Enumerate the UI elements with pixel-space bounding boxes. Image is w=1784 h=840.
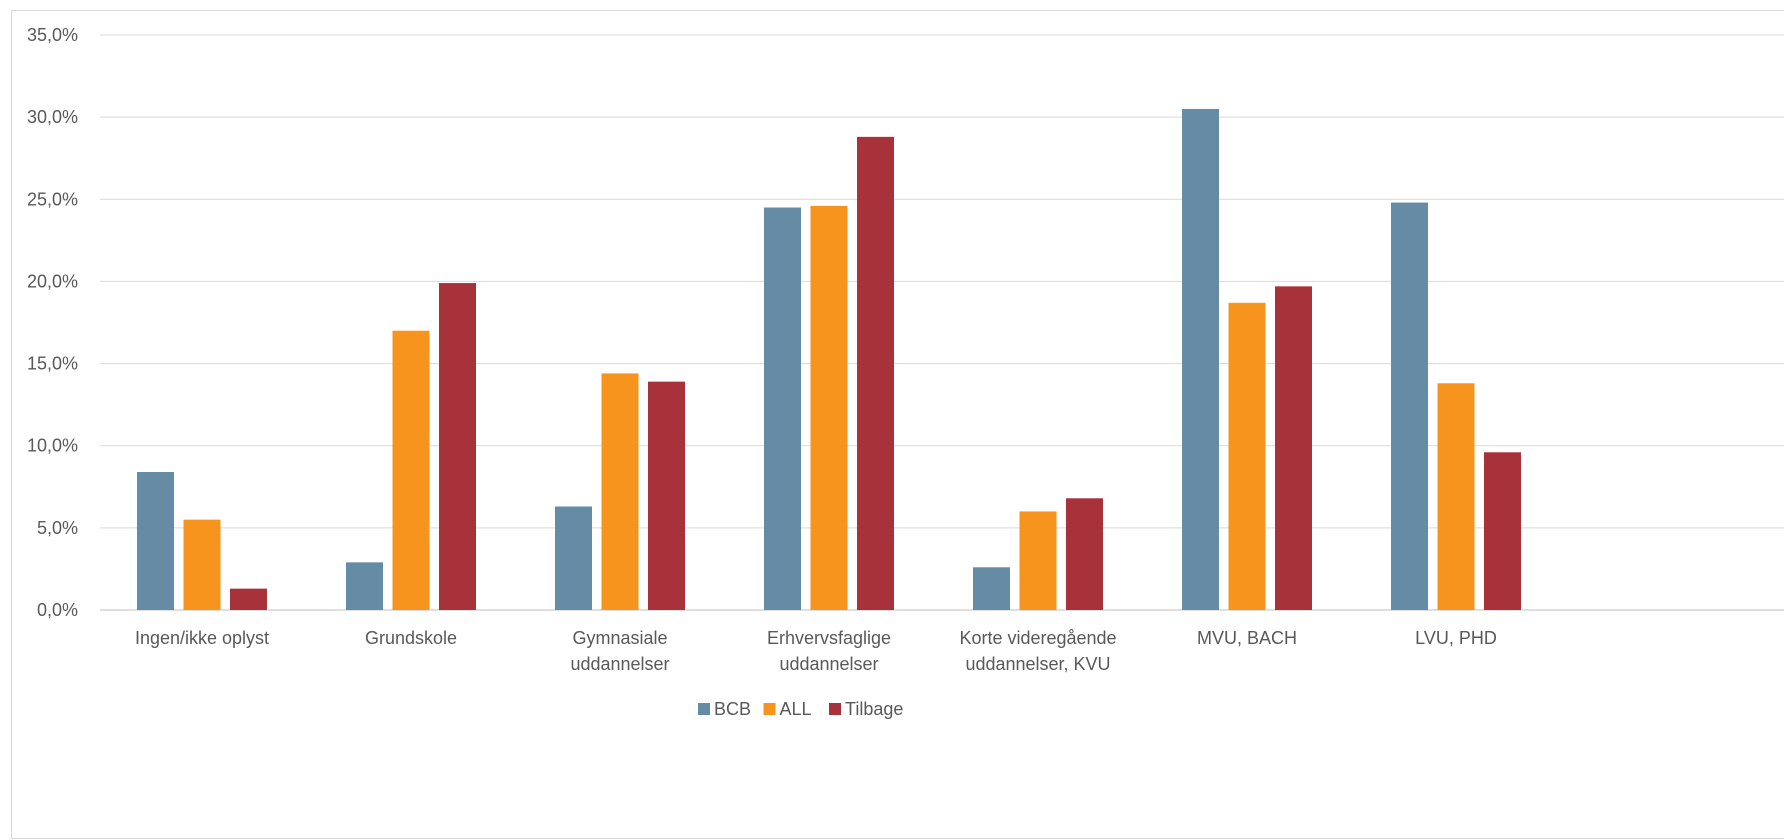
bar-tilbage bbox=[1484, 452, 1521, 610]
bar-all bbox=[810, 205, 848, 610]
y-tick-label: 10,0% bbox=[27, 436, 78, 456]
x-category-label-line: Gymnasiale bbox=[572, 628, 667, 648]
legend-label-all: ALL bbox=[780, 699, 812, 719]
bar-bcb bbox=[346, 562, 383, 610]
bar-all bbox=[1437, 383, 1475, 610]
bar-all bbox=[1228, 302, 1266, 610]
legend-swatch-bcb bbox=[698, 703, 710, 715]
y-tick-label: 0,0% bbox=[37, 600, 78, 620]
legend-swatch-tilbage bbox=[829, 703, 841, 715]
bar-tilbage bbox=[439, 283, 476, 610]
x-category-label-line: Ingen/ikke oplyst bbox=[135, 628, 269, 648]
legend-swatch-all bbox=[763, 703, 776, 715]
legend-label-bcb: BCB bbox=[714, 699, 751, 719]
x-category-label: Korte videregående uddannelser, KVU bbox=[959, 628, 1116, 674]
bar-bcb bbox=[1391, 202, 1428, 611]
x-category-label-line: MVU, BACH bbox=[1197, 628, 1297, 648]
y-tick-label: 25,0% bbox=[27, 189, 78, 209]
bar-bcb bbox=[137, 472, 174, 610]
bar-all bbox=[183, 519, 221, 610]
bar-bcb bbox=[1182, 108, 1219, 610]
y-tick-label: 30,0% bbox=[27, 107, 78, 127]
x-category-label: Grundskole bbox=[365, 628, 457, 648]
bar-tilbage bbox=[1066, 498, 1103, 610]
x-category-label-line: Grundskole bbox=[365, 628, 457, 648]
bar-tilbage bbox=[1275, 286, 1312, 610]
y-tick-label: 5,0% bbox=[37, 518, 78, 538]
x-category-label: Gymnasiale uddannelser bbox=[570, 628, 669, 674]
x-category-label-line: uddannelser, KVU bbox=[965, 654, 1110, 674]
x-category-label: Erhvervsfaglige uddannelser bbox=[767, 628, 891, 674]
bar-tilbage bbox=[857, 136, 894, 610]
bar-bcb bbox=[764, 207, 801, 610]
chart-frame bbox=[11, 10, 1784, 839]
bar-all bbox=[392, 330, 430, 610]
bar-tilbage bbox=[230, 588, 267, 610]
x-category-label-line: Korte videregående bbox=[959, 628, 1116, 648]
bar-tilbage bbox=[648, 381, 685, 610]
x-category-label-line: LVU, PHD bbox=[1415, 628, 1497, 648]
bar-bcb bbox=[973, 567, 1010, 610]
y-tick-label: 20,0% bbox=[27, 271, 78, 291]
x-category-label-line: uddannelser bbox=[570, 654, 669, 674]
x-category-label-line: Erhvervsfaglige bbox=[767, 628, 891, 648]
y-tick-label: 35,0% bbox=[27, 25, 78, 45]
x-category-label: MVU, BACH bbox=[1197, 628, 1297, 648]
legend-label-tilbage: Tilbage bbox=[845, 699, 903, 719]
x-category-label-line: uddannelser bbox=[779, 654, 878, 674]
bar-all bbox=[601, 373, 639, 610]
x-category-label: LVU, PHD bbox=[1415, 628, 1497, 648]
bar-all bbox=[1019, 511, 1057, 610]
x-category-label: Ingen/ikke oplyst bbox=[135, 628, 269, 648]
bar-bcb bbox=[555, 506, 592, 610]
y-tick-label: 15,0% bbox=[27, 354, 78, 374]
